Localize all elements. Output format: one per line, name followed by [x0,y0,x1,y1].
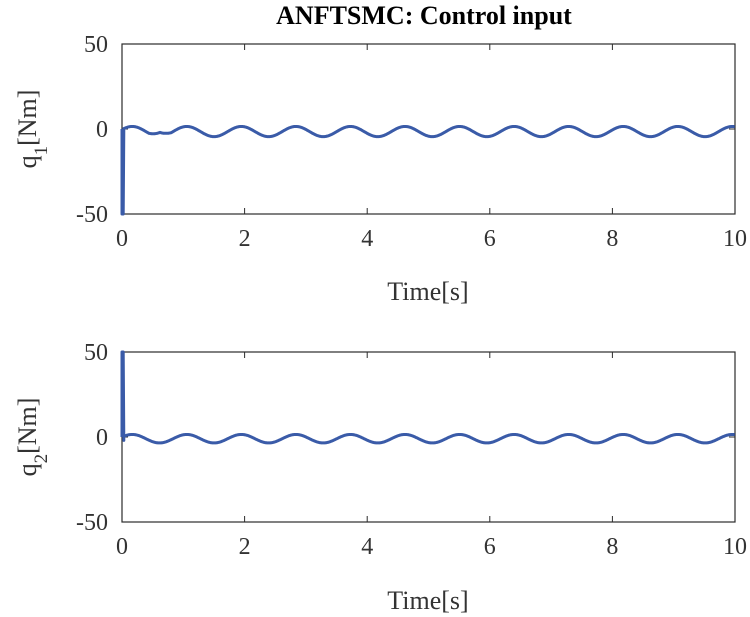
x-ticks: 0 2 4 6 8 10 [116,352,747,560]
x-tick-label: 6 [484,226,496,252]
y-axis-label: q2[Nm] [13,398,52,477]
x-tick-label: 2 [239,226,251,252]
x-tick-label: 0 [116,534,128,560]
x-axis-label: Time[s] [387,586,468,615]
axes-frame [121,351,736,523]
x-ticks: 0 2 4 6 8 10 [116,44,747,252]
x-tick-label: 8 [606,226,618,252]
series-group [120,125,736,216]
x-tick-label: 0 [116,226,128,252]
y-axis-label-base: q [13,463,42,476]
y-tick-label: -50 [76,510,108,536]
y-axis-label-sub: 1 [31,146,52,156]
x-tick-label: 10 [723,226,747,252]
y-ticks: 50 0 -50 [76,32,735,228]
y-axis-label-unit: [Nm] [13,90,42,146]
series-group [120,350,736,445]
y-tick-label: 0 [96,425,108,451]
y-ticks: 50 0 -50 [76,340,735,536]
subplot-q2: 500-50 0 2 4 6 8 10 Time[s] q2[Nm] [13,340,747,615]
series-line-q2 [120,350,736,445]
series-line-q1 [120,125,736,216]
y-tick-label: 50 [84,32,108,58]
x-tick-label: 4 [361,534,373,560]
y-tick-label: 50 [84,340,108,366]
x-tick-label: 10 [723,534,747,560]
y-tick-label: 0 [96,117,108,143]
chart-title: ANFTSMC: Control input [276,1,572,30]
y-axis-label-unit: [Nm] [13,398,42,454]
x-tick-label: 6 [484,534,496,560]
axes-frame [121,43,736,215]
x-tick-label: 8 [606,534,618,560]
subplot-q1: ANFTSMC: Control input 50 0 -50 0 2 4 6 8 10 Ti… [13,1,747,306]
y-axis-label-base: q [13,155,42,168]
x-tick-label: 4 [361,226,373,252]
y-tick-label: -50 [76,202,108,228]
y-axis-label: q1[Nm] [13,90,52,169]
x-tick-label: 2 [239,534,251,560]
y-axis-label-sub: 2 [31,454,52,464]
x-axis-label: Time[s] [387,277,468,306]
